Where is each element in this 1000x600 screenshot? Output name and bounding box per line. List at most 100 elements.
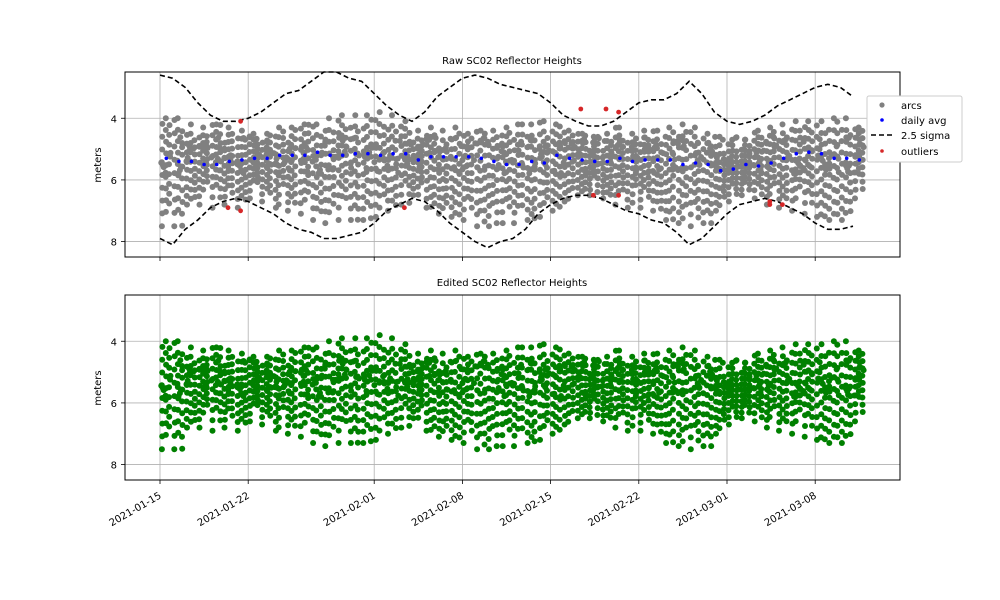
- arc-point: [477, 127, 484, 134]
- arc-point: [645, 187, 652, 194]
- edited-point: [354, 439, 361, 446]
- arc-point: [515, 147, 522, 154]
- arc-point: [364, 133, 370, 140]
- arc-point: [292, 127, 299, 133]
- arc-point: [716, 193, 723, 200]
- arc-point: [380, 132, 387, 139]
- arc-point: [402, 125, 409, 132]
- arc-point: [531, 186, 538, 193]
- edited-point: [283, 377, 290, 384]
- edited-point: [816, 359, 823, 366]
- edited-point: [187, 344, 194, 351]
- edited-point: [704, 411, 710, 418]
- edited-point: [826, 417, 833, 424]
- edited-point: [285, 422, 292, 429]
- arc-point: [439, 127, 446, 134]
- edited-point: [663, 440, 670, 446]
- daily-avg-point: [630, 159, 635, 164]
- arc-point: [297, 125, 304, 132]
- arc-point: [540, 128, 547, 135]
- arc-point: [456, 130, 463, 137]
- edited-point: [280, 364, 287, 371]
- edited-point: [859, 394, 866, 401]
- arc-point: [511, 168, 518, 175]
- edited-point: [317, 412, 324, 419]
- arc-point: [695, 177, 702, 184]
- edited-point: [267, 412, 274, 419]
- edited-point: [669, 372, 676, 379]
- edited-point: [347, 405, 354, 412]
- edited-point: [259, 414, 266, 421]
- edited-point: [758, 414, 765, 421]
- edited-point: [402, 400, 409, 407]
- edited-point: [574, 407, 581, 414]
- edited-point: [292, 386, 299, 393]
- edited-point: [414, 406, 421, 413]
- arc-point: [179, 222, 186, 229]
- arc-point: [179, 128, 186, 135]
- edited-point: [305, 378, 312, 385]
- daily-avg-point: [744, 162, 748, 167]
- outlier-point: [767, 202, 773, 208]
- edited-point: [474, 375, 481, 382]
- edited-point: [253, 358, 260, 365]
- edited-point: [171, 446, 178, 453]
- edited-point: [452, 411, 458, 418]
- edited-point: [675, 443, 682, 450]
- arc-point: [742, 142, 748, 149]
- arc-point: [758, 191, 765, 198]
- arc-point: [594, 175, 601, 182]
- arc-point: [624, 188, 631, 195]
- edited-point: [733, 357, 740, 364]
- arc-point: [624, 147, 631, 154]
- edited-point: [683, 379, 690, 386]
- arc-point: [792, 195, 799, 202]
- arc-point: [209, 194, 216, 201]
- edited-point: [179, 410, 186, 417]
- edited-point: [493, 421, 500, 428]
- edited-point: [670, 395, 677, 402]
- edited-point: [304, 391, 311, 398]
- arc-point: [808, 182, 815, 189]
- arc-point: [687, 176, 694, 183]
- edited-point: [431, 414, 438, 421]
- edited-point: [716, 365, 723, 372]
- edited-point: [524, 440, 531, 446]
- arc-point: [447, 153, 454, 160]
- edited-point: [537, 436, 543, 443]
- edited-point: [175, 393, 182, 400]
- edited-point: [536, 369, 543, 375]
- arc-point: [253, 135, 260, 142]
- edited-point: [284, 430, 291, 437]
- arc-point: [431, 140, 438, 147]
- y-tick-label: 6: [111, 176, 117, 187]
- arc-point: [859, 171, 866, 178]
- edited-point: [456, 404, 463, 411]
- edited-point: [629, 353, 636, 360]
- edited-point: [833, 366, 840, 373]
- edited-point: [733, 392, 740, 399]
- arc-point: [651, 169, 658, 176]
- edited-point: [439, 428, 446, 435]
- edited-point: [259, 406, 266, 413]
- edited-point: [330, 370, 337, 377]
- arc-point: [556, 139, 563, 146]
- edited-point: [330, 361, 337, 368]
- arc-point: [758, 169, 764, 175]
- arc-point: [439, 205, 446, 212]
- arc-point: [511, 199, 517, 206]
- edited-point: [695, 437, 702, 444]
- edited-point: [184, 424, 190, 431]
- edited-point: [162, 338, 169, 345]
- edited-point: [499, 363, 505, 370]
- edited-point: [216, 390, 223, 397]
- edited-point: [330, 352, 337, 359]
- arc-point: [325, 197, 332, 204]
- arc-point: [531, 205, 538, 212]
- arc-point: [826, 165, 833, 172]
- edited-point: [570, 394, 576, 401]
- edited-point: [612, 415, 619, 421]
- edited-point: [809, 414, 816, 420]
- edited-point: [616, 359, 623, 366]
- edited-point: [540, 351, 547, 358]
